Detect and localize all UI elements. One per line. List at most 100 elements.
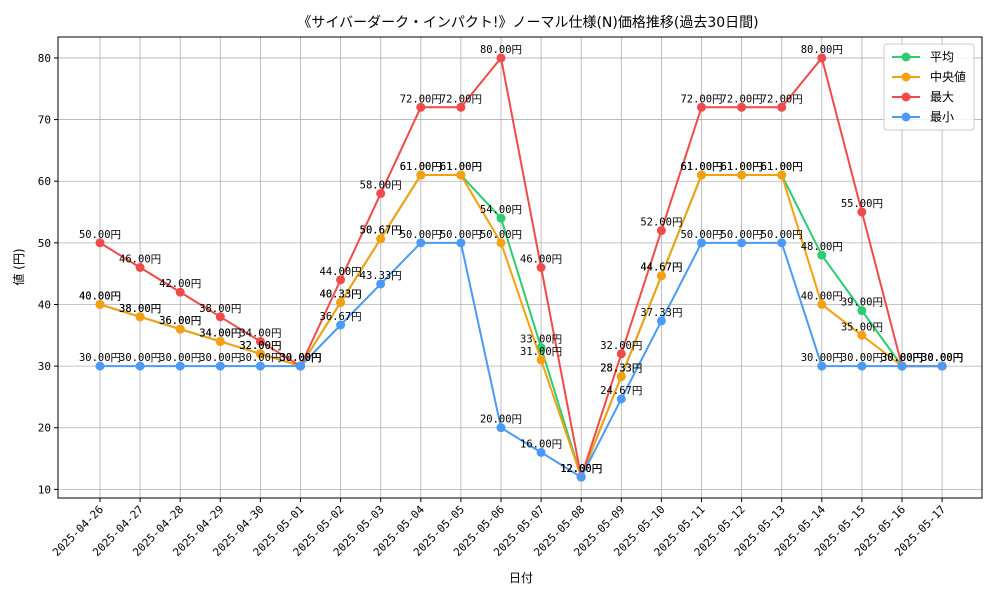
data-label: 30.00円 xyxy=(119,352,161,364)
data-point xyxy=(215,312,225,322)
data-label: 80.00円 xyxy=(801,44,843,56)
data-point xyxy=(456,102,466,112)
data-point xyxy=(817,53,827,63)
data-point xyxy=(336,297,346,307)
data-label: 50.67円 xyxy=(360,225,402,237)
data-label: 46.00円 xyxy=(520,254,562,266)
data-label: 30.00円 xyxy=(159,352,201,364)
data-label: 61.00円 xyxy=(721,161,763,173)
data-label: 61.00円 xyxy=(721,161,763,173)
data-label: 30.00円 xyxy=(881,352,923,364)
data-label: 46.00円 xyxy=(119,254,161,266)
data-point xyxy=(737,102,747,112)
data-label: 61.00円 xyxy=(761,161,803,173)
data-label: 61.00円 xyxy=(680,161,722,173)
data-point xyxy=(857,330,867,340)
plot-frame xyxy=(57,36,983,499)
data-point xyxy=(656,226,666,236)
data-point xyxy=(175,324,185,334)
data-point xyxy=(857,207,867,217)
data-point xyxy=(496,213,506,223)
y-tick-label: 20 xyxy=(38,422,51,435)
y-axis-label: 値 (円) xyxy=(11,248,26,285)
data-label: 31.00円 xyxy=(520,346,562,358)
data-label: 37.33円 xyxy=(640,307,682,319)
data-point xyxy=(496,423,506,433)
data-label: 72.00円 xyxy=(440,93,482,105)
data-label: 61.00円 xyxy=(761,161,803,173)
data-point xyxy=(95,299,105,309)
legend-marker xyxy=(901,72,911,82)
data-label: 30.00円 xyxy=(921,352,963,364)
legend-frame xyxy=(883,43,975,131)
data-point xyxy=(336,320,346,330)
data-label: 28.33円 xyxy=(600,362,642,374)
data-label: 20.00円 xyxy=(480,414,522,426)
series-layer xyxy=(95,53,947,482)
data-label: 50.00円 xyxy=(680,229,722,241)
data-point xyxy=(777,102,787,112)
data-label: 36.00円 xyxy=(159,315,201,327)
data-label: 33.00円 xyxy=(520,334,562,346)
legend-label: 最小 xyxy=(930,110,954,124)
data-label: 80.00円 xyxy=(480,44,522,56)
legend-item: 平均 xyxy=(892,50,954,64)
data-label: 30.00円 xyxy=(279,352,321,364)
data-label: 50.67円 xyxy=(360,225,402,237)
data-label: 42.00円 xyxy=(159,278,201,290)
data-point xyxy=(95,238,105,248)
data-point xyxy=(496,53,506,63)
y-tick-label: 40 xyxy=(38,298,51,311)
data-label: 35.00円 xyxy=(841,321,883,333)
data-label: 12.00円 xyxy=(560,463,602,475)
data-point xyxy=(697,238,706,248)
data-label: 12.00円 xyxy=(560,463,602,475)
y-tick-label: 70 xyxy=(38,114,51,127)
data-label: 61.00円 xyxy=(400,161,442,173)
series-3 xyxy=(95,53,947,482)
data-point xyxy=(857,361,867,371)
legend-marker xyxy=(901,112,911,122)
data-point xyxy=(135,263,145,272)
data-point xyxy=(175,361,185,371)
legend-item: 中央値 xyxy=(892,69,966,84)
data-label: 72.00円 xyxy=(680,93,722,105)
series-4 xyxy=(95,238,947,482)
data-point xyxy=(536,263,546,272)
data-point xyxy=(496,238,506,248)
data-label: 50.00円 xyxy=(721,229,763,241)
data-point xyxy=(336,275,346,285)
data-point xyxy=(135,361,145,371)
data-point xyxy=(416,170,426,180)
data-point xyxy=(416,102,426,112)
series-line xyxy=(99,174,943,480)
data-label: 32.00円 xyxy=(239,340,281,352)
data-point xyxy=(777,238,787,248)
data-label: 34.00円 xyxy=(199,327,241,339)
data-label: 54.00円 xyxy=(480,204,522,216)
data-label: 43.33円 xyxy=(360,270,402,282)
data-point xyxy=(135,312,145,322)
y-tick-label: 30 xyxy=(38,360,51,373)
data-label: 50.00円 xyxy=(440,229,482,241)
data-label: 34.00円 xyxy=(199,327,241,339)
data-label: 61.00円 xyxy=(440,161,482,173)
data-point xyxy=(937,361,947,371)
data-label: 38.00円 xyxy=(199,303,241,315)
legend-label: 平均 xyxy=(930,50,954,64)
data-point xyxy=(175,287,185,297)
data-label: 40.00円 xyxy=(79,290,121,302)
y-tick-label: 10 xyxy=(38,483,51,496)
data-point xyxy=(215,336,225,346)
data-label: 36.00円 xyxy=(159,315,201,327)
x-axis-label: 日付 xyxy=(509,571,533,585)
data-point xyxy=(817,250,827,260)
data-label: 61.00円 xyxy=(400,161,442,173)
data-label: 72.00円 xyxy=(761,93,803,105)
data-label: 48.00円 xyxy=(801,241,843,253)
data-point xyxy=(536,355,546,365)
data-label: 30.00円 xyxy=(881,352,923,364)
data-label: 72.00円 xyxy=(400,93,442,105)
data-point xyxy=(456,238,466,248)
